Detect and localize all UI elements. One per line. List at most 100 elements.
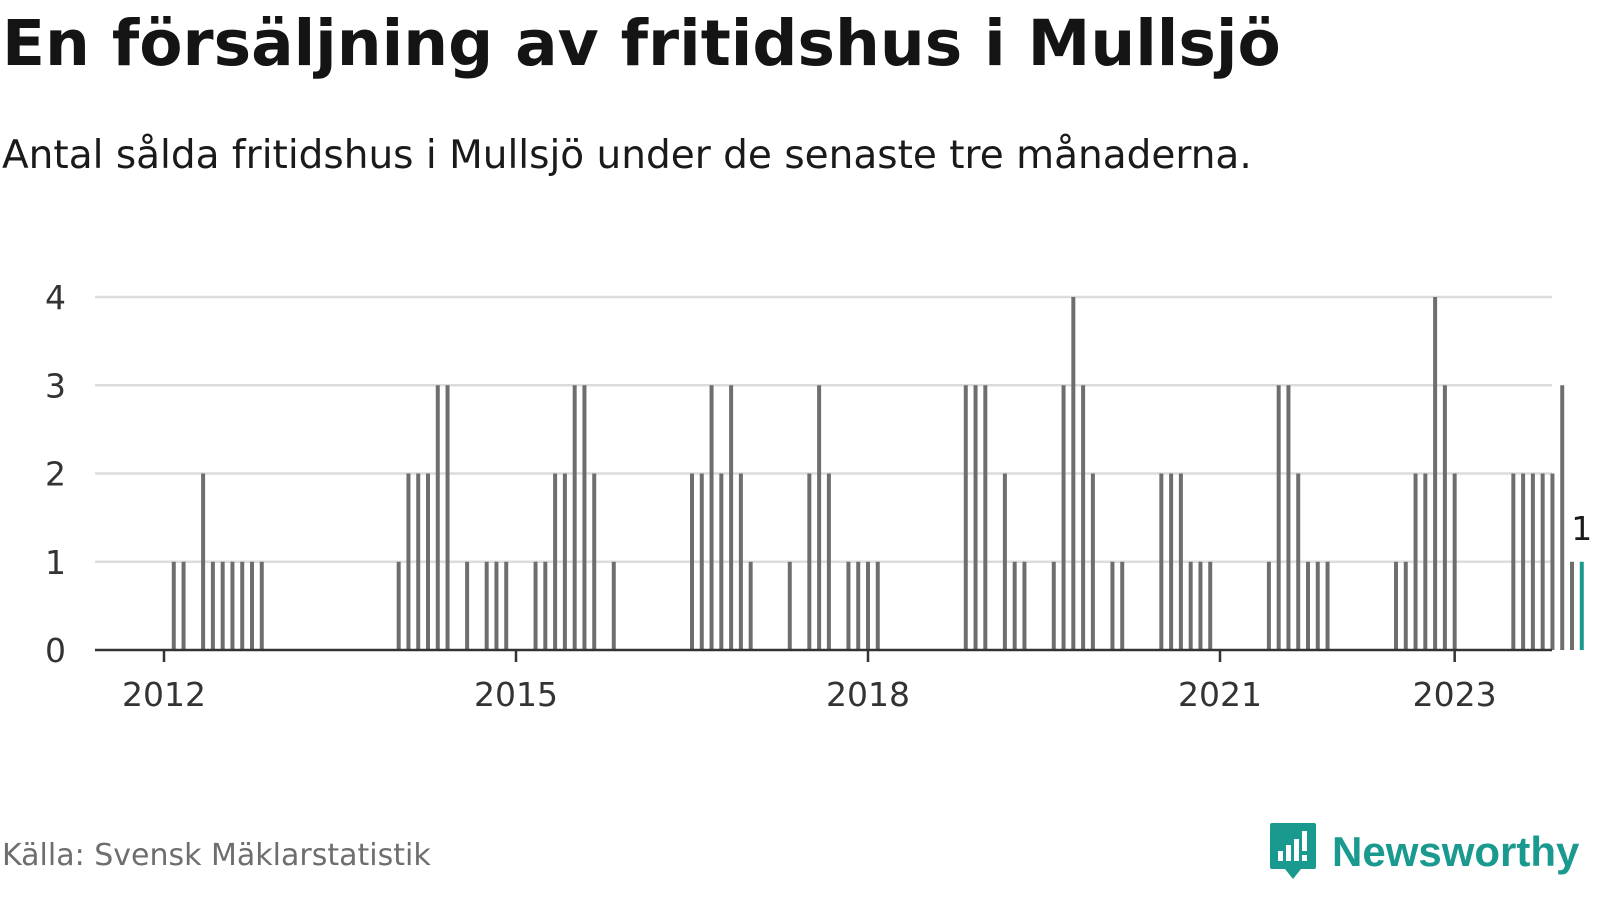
bar <box>699 473 704 650</box>
bar <box>201 473 206 650</box>
bar <box>1296 473 1301 650</box>
bar <box>807 473 812 650</box>
bar <box>611 561 616 650</box>
newsworthy-logo-icon <box>1270 823 1316 879</box>
bar <box>250 561 254 650</box>
bar <box>572 385 577 650</box>
bar <box>719 473 724 650</box>
bar <box>230 561 235 650</box>
bar <box>826 473 831 650</box>
bar <box>817 385 822 650</box>
bar <box>738 473 743 650</box>
y-axis-ticks: 0 1 2 3 4 <box>45 278 66 670</box>
bar <box>1325 561 1330 650</box>
bar <box>1169 473 1174 650</box>
newsworthy-brand: Newsworthy <box>1268 820 1579 884</box>
bar <box>533 561 538 650</box>
bar <box>445 385 450 650</box>
bar <box>1002 473 1007 650</box>
bar <box>1403 561 1408 650</box>
chart-title: En försäljning av fritidshus i Mullsjö <box>2 7 1281 80</box>
bar <box>240 561 245 650</box>
bar <box>846 561 851 650</box>
y-tick-label: 0 <box>45 631 66 670</box>
bar <box>1452 473 1457 650</box>
bar <box>1110 561 1115 650</box>
bar <box>1521 473 1526 650</box>
bar <box>729 385 734 650</box>
bar <box>465 561 470 650</box>
bar <box>866 561 870 650</box>
bar <box>1022 561 1027 650</box>
x-tick-label: 2012 <box>122 675 206 714</box>
bar <box>259 561 264 650</box>
bar <box>220 561 225 650</box>
bar <box>1266 561 1271 650</box>
chart-subtitle: Antal sålda fritidshus i Mullsjö under d… <box>2 133 1252 178</box>
bars <box>171 297 1584 650</box>
bar <box>1051 561 1056 650</box>
bar <box>1198 561 1203 650</box>
data-label-latest: 1 <box>1571 509 1592 548</box>
bar <box>1208 561 1213 650</box>
bar <box>562 473 567 650</box>
bar <box>1061 385 1066 650</box>
bar <box>1433 297 1438 650</box>
bar <box>1159 473 1164 650</box>
data-labels: 1 <box>1571 509 1592 548</box>
bar <box>1090 473 1095 650</box>
bar <box>426 473 430 650</box>
bar <box>963 385 968 650</box>
y-tick-label: 3 <box>45 366 66 405</box>
bar <box>748 561 753 650</box>
source-note: Källa: Svensk Mäklarstatistik <box>2 838 431 873</box>
x-tick-label: 2018 <box>826 675 910 714</box>
bar <box>1188 561 1193 650</box>
bar <box>1540 473 1545 650</box>
bar <box>1081 385 1086 650</box>
bar <box>1560 385 1565 650</box>
bar <box>1550 473 1555 650</box>
x-tick-label: 2023 <box>1413 675 1497 714</box>
bar <box>1570 561 1574 650</box>
bar <box>1276 385 1281 650</box>
y-tick-label: 4 <box>45 278 66 317</box>
bar <box>1178 473 1183 650</box>
bar <box>1286 385 1291 650</box>
bar <box>1530 473 1535 650</box>
x-tick-label: 2015 <box>474 675 558 714</box>
gridlines <box>95 295 1552 563</box>
bar <box>1306 561 1310 650</box>
bar <box>543 561 548 650</box>
x-axis-ticks: 2012 2015 2018 2021 2023 <box>122 650 1497 714</box>
bar <box>181 561 186 650</box>
bar <box>690 473 694 650</box>
bar <box>171 561 176 650</box>
bar <box>1071 297 1076 650</box>
bar <box>1442 385 1447 650</box>
bar <box>973 385 978 650</box>
bar <box>582 385 587 650</box>
y-tick-label: 1 <box>45 543 66 582</box>
bar <box>504 561 509 650</box>
bar-chart: 0 1 2 3 4 2012 2015 2018 2021 2023 1 <box>45 278 1592 714</box>
bar <box>396 561 401 650</box>
bar <box>484 561 489 650</box>
bar <box>983 385 988 650</box>
bar <box>592 473 597 650</box>
bar <box>210 561 215 650</box>
bar <box>435 385 440 650</box>
bar <box>553 473 558 650</box>
bar <box>1315 561 1320 650</box>
highlight-bar <box>1579 561 1584 650</box>
bar <box>875 561 880 650</box>
bar <box>1120 561 1125 650</box>
bar <box>406 473 411 650</box>
brand-name: Newsworthy <box>1332 828 1580 875</box>
bar <box>416 473 421 650</box>
y-tick-label: 2 <box>45 455 66 494</box>
x-tick-label: 2021 <box>1178 675 1262 714</box>
bar <box>709 385 714 650</box>
bar <box>1413 473 1418 650</box>
bar <box>787 561 792 650</box>
